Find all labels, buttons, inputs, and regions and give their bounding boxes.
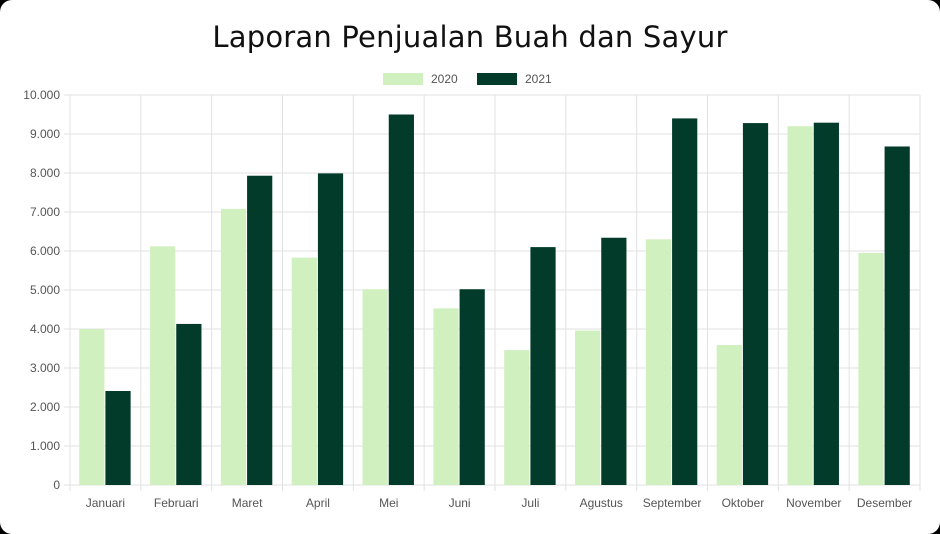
x-tick-label: Oktober	[722, 496, 765, 510]
x-tick-label: November	[786, 496, 841, 510]
x-tick-label: Juli	[521, 496, 539, 510]
bar-2021[interactable]	[813, 122, 839, 485]
bar-2020[interactable]	[716, 344, 742, 485]
bar-2021[interactable]	[742, 123, 769, 485]
bar-2021[interactable]	[459, 289, 485, 485]
bar-2021[interactable]	[672, 118, 698, 486]
bar-2021[interactable]	[601, 237, 627, 485]
y-tick-label: 1.000	[30, 439, 60, 453]
x-tick-label: September	[643, 496, 702, 510]
bar-2021[interactable]	[317, 173, 344, 485]
legend-label-2021[interactable]: 2021	[525, 72, 552, 86]
bar-2020[interactable]	[433, 308, 459, 485]
y-tick-label: 3.000	[30, 361, 60, 375]
bar-2021[interactable]	[388, 114, 414, 486]
x-tick-label: Desember	[857, 496, 912, 510]
x-tick-label: Agustus	[580, 496, 623, 510]
bar-2020[interactable]	[220, 208, 247, 485]
bar-2020[interactable]	[504, 350, 530, 485]
y-tick-label: 6.000	[30, 244, 60, 258]
legend-swatch-2020[interactable]	[383, 73, 423, 85]
y-tick-label: 0	[53, 478, 60, 492]
bar-2020[interactable]	[645, 239, 672, 485]
y-tick-label: 9.000	[30, 127, 60, 141]
bar-2020[interactable]	[787, 126, 813, 485]
y-tick-label: 7.000	[30, 205, 60, 219]
bar-2020[interactable]	[79, 329, 105, 485]
bar-2020[interactable]	[858, 252, 884, 485]
bar-2021[interactable]	[884, 146, 910, 486]
bar-2020[interactable]	[575, 330, 601, 485]
y-tick-label: 10.000	[23, 88, 60, 102]
bar-2020[interactable]	[150, 246, 176, 485]
bar-2020[interactable]	[291, 257, 317, 485]
x-tick-label: Januari	[86, 496, 125, 510]
x-tick-label: Mei	[379, 496, 398, 510]
x-tick-label: Maret	[232, 496, 263, 510]
chart-title: Laporan Penjualan Buah dan Sayur	[212, 20, 728, 54]
bar-2021[interactable]	[105, 391, 131, 485]
bar-2021[interactable]	[247, 175, 273, 486]
y-tick-label: 8.000	[30, 166, 60, 180]
x-tick-label: April	[306, 496, 330, 510]
x-tick-label: Juni	[449, 496, 471, 510]
x-tick-label: Februari	[154, 496, 199, 510]
bar-2021[interactable]	[176, 323, 202, 485]
y-tick-label: 4.000	[30, 322, 60, 336]
y-tick-label: 5.000	[30, 283, 60, 297]
bar-2021[interactable]	[530, 247, 556, 485]
y-tick-label: 2.000	[30, 400, 60, 414]
bar-2020[interactable]	[362, 289, 388, 485]
legend-label-2020[interactable]: 2020	[431, 72, 458, 86]
legend-swatch-2021[interactable]	[477, 73, 517, 85]
